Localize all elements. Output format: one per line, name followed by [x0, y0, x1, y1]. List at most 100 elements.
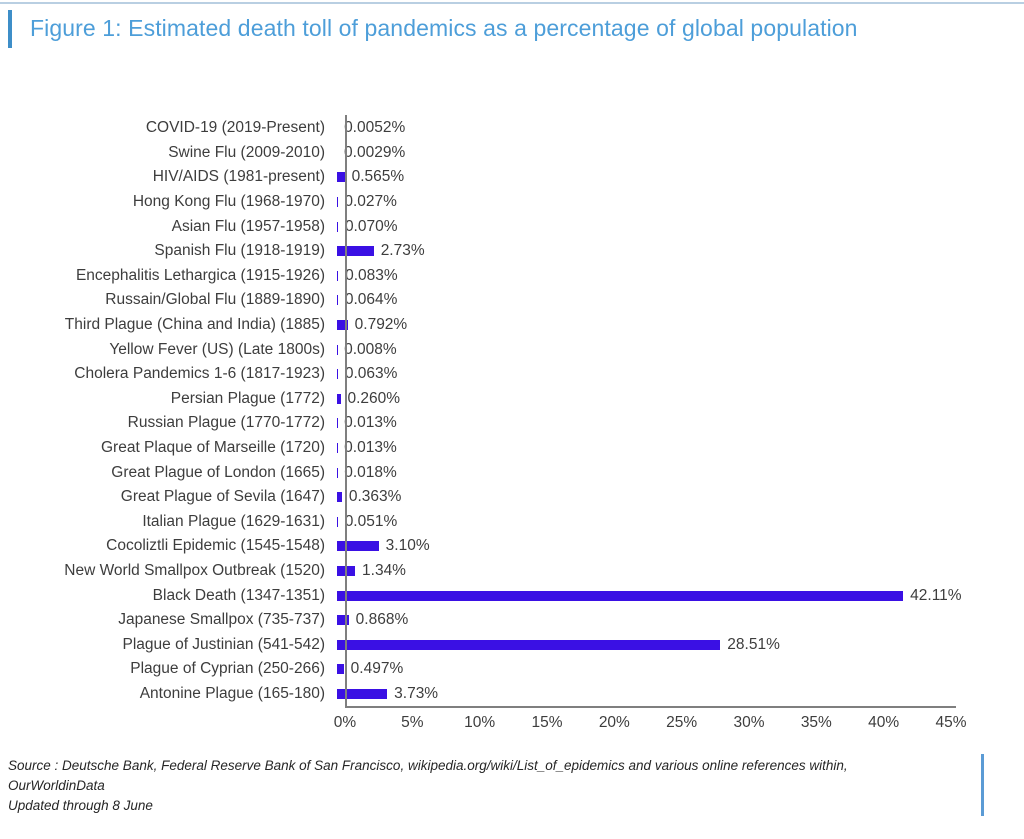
bar-track: 0.565%	[335, 165, 1024, 190]
category-label: Black Death (1347-1351)	[152, 586, 325, 604]
value-label: 28.51%	[727, 635, 780, 653]
value-label: 0.008%	[344, 340, 397, 358]
bar-row: Hong Kong Flu (1968-1970) 0.027%	[0, 190, 1024, 215]
bar-track: 28.51%	[335, 632, 1024, 657]
bar-track: 0.0052%	[335, 116, 1024, 141]
bar-track: 0.008%	[335, 337, 1024, 362]
bar	[337, 369, 338, 380]
source-line-1: Source : Deutsche Bank, Federal Reserve …	[8, 758, 848, 773]
category-label: Spanish Flu (1918-1919)	[154, 242, 325, 260]
category-label: Great Plaque of Marseille (1720)	[100, 439, 325, 457]
value-label: 0.363%	[348, 488, 402, 506]
bar-track: 0.363%	[335, 485, 1024, 510]
bar-track: 0.868%	[335, 608, 1024, 633]
value-label: 0.027%	[344, 193, 397, 211]
x-tick-label: 35%	[800, 714, 832, 732]
bar	[337, 295, 338, 306]
bar-row: HIV/AIDS (1981-present) 0.565%	[0, 165, 1024, 190]
category-label: Encephalitis Lethargica (1915-1926)	[75, 266, 325, 284]
value-label: 0.018%	[344, 463, 397, 481]
category-label: Great Plague of London (1665)	[111, 463, 325, 481]
bar-track: 0.792%	[335, 313, 1024, 338]
top-divider	[0, 2, 1024, 4]
bar-row: Plague of Cyprian (250-266) 0.497%	[0, 657, 1024, 682]
bar-row: Spanish Flu (1918-1919) 2.73%	[0, 239, 1024, 264]
bar	[337, 664, 344, 675]
category-label: Japanese Smallpox (735-737)	[118, 611, 325, 629]
bar	[337, 688, 388, 699]
category-label: Italian Plague (1629-1631)	[142, 512, 325, 530]
bar-track: 0.013%	[335, 411, 1024, 436]
bar-row: Yellow Fever (US) (Late 1800s) 0.008%	[0, 337, 1024, 362]
category-label: Russain/Global Flu (1889-1890)	[105, 291, 325, 309]
value-label: 0.083%	[345, 266, 398, 284]
x-tick-label: 30%	[733, 714, 765, 732]
bar-chart: COVID-19 (2019-Present) 0.0052% Swine Fl…	[0, 115, 1024, 734]
category-label: Antonine Plague (165-180)	[139, 684, 325, 702]
category-label: Russian Plague (1770-1772)	[127, 414, 325, 432]
bar-row: Russain/Global Flu (1889-1890) 0.064%	[0, 288, 1024, 313]
bar-row: Japanese Smallpox (735-737) 0.868%	[0, 608, 1024, 633]
value-label: 0.051%	[344, 512, 398, 530]
value-label: 0.013%	[344, 414, 397, 432]
x-tick-label: 20%	[598, 714, 630, 732]
bar-track: 0.018%	[335, 460, 1024, 485]
value-label: 1.34%	[362, 561, 406, 579]
category-label: Third Plague (China and India) (1885)	[64, 316, 325, 334]
bar-track: 3.73%	[335, 682, 1024, 707]
bar-track: 0.027%	[335, 190, 1024, 215]
value-label: 42.11%	[910, 586, 962, 604]
bar	[337, 393, 341, 404]
bar-track: 2.73%	[335, 239, 1024, 264]
bar-row: Great Plague of Sevila (1647) 0.363%	[0, 485, 1024, 510]
source-line-2: OurWorldinData	[8, 778, 105, 793]
x-axis-ticks: 0% 5% 10% 15% 20% 25% 30% 35% 40% 45%	[334, 708, 967, 734]
value-label: 2.73%	[380, 242, 425, 260]
bar	[337, 492, 342, 503]
bar-track: 0.063%	[335, 362, 1024, 387]
y-axis-line	[345, 115, 347, 707]
value-label: 0.792%	[354, 316, 408, 334]
bar-track: 0.013%	[335, 436, 1024, 461]
bar-row: Russian Plague (1770-1772) 0.013%	[0, 411, 1024, 436]
footer-accent-line	[981, 754, 984, 816]
bar-track: 0.051%	[335, 510, 1024, 535]
bar-track: 0.070%	[335, 214, 1024, 239]
bar	[337, 541, 379, 552]
bar-track: 0.083%	[335, 264, 1024, 289]
category-label: Swine Flu (2009-2010)	[168, 143, 325, 161]
figure-title: Figure 1: Estimated death toll of pandem…	[30, 15, 858, 41]
bar-row: Antonine Plague (165-180) 3.73%	[0, 682, 1024, 707]
value-label: 3.10%	[385, 537, 430, 555]
bar	[337, 320, 348, 331]
category-label: Great Plague of Sevila (1647)	[120, 488, 325, 506]
bar-row: New World Smallpox Outbreak (1520) 1.34%	[0, 559, 1024, 584]
value-label: 0.070%	[344, 217, 398, 235]
category-label: Cholera Pandemics 1-6 (1817-1923)	[74, 365, 325, 383]
value-label: 0.497%	[350, 660, 404, 678]
category-label: Hong Kong Flu (1968-1970)	[132, 193, 325, 211]
value-label: 0.063%	[344, 365, 398, 383]
bar-track: 3.10%	[335, 534, 1024, 559]
value-label: 3.73%	[394, 684, 439, 702]
bar-row: Black Death (1347-1351) 42.11%	[0, 583, 1024, 608]
bar-rows: COVID-19 (2019-Present) 0.0052% Swine Fl…	[0, 115, 1024, 707]
bar	[337, 246, 374, 257]
bar-row: COVID-19 (2019-Present) 0.0052%	[0, 116, 1024, 141]
x-tick-label: 5%	[401, 714, 424, 732]
bar-row: Encephalitis Lethargica (1915-1926) 0.08…	[0, 264, 1024, 289]
bar	[337, 270, 339, 281]
value-label: 0.565%	[351, 168, 405, 186]
value-label: 0.260%	[347, 389, 401, 407]
x-axis-line	[345, 706, 956, 709]
bar-row: Swine Flu (2009-2010) 0.0029%	[0, 141, 1024, 166]
bar-row: Great Plague of London (1665) 0.018%	[0, 460, 1024, 485]
bar-row: Plague of Justinian (541-542) 28.51%	[0, 632, 1024, 657]
bar	[337, 639, 721, 650]
bar-track: 0.260%	[335, 387, 1024, 412]
bar-track: 1.34%	[335, 559, 1024, 584]
bar	[337, 221, 338, 232]
category-label: COVID-19 (2019-Present)	[145, 119, 325, 137]
category-label: Asian Flu (1957-1958)	[171, 217, 325, 235]
